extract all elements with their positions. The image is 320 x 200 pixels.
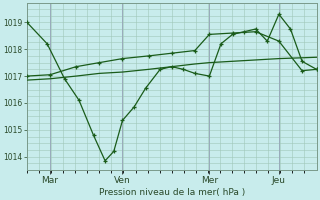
X-axis label: Pression niveau de la mer( hPa ): Pression niveau de la mer( hPa ): [99, 188, 245, 197]
